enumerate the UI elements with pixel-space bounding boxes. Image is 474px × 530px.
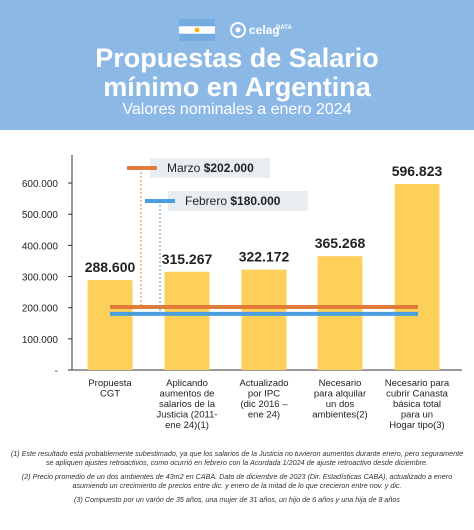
y-tick-label: 100.000 xyxy=(22,335,59,346)
bar-value-label: 288.600 xyxy=(85,259,136,275)
y-tick-label: 300.000 xyxy=(22,273,59,284)
x-category-label: aumentos de xyxy=(160,389,215,400)
brand-name: celag xyxy=(249,23,280,37)
x-category-label: para alquilar xyxy=(314,389,366,400)
bar-value-label: 322.172 xyxy=(239,249,290,265)
footnote-2: (2) Precio promedio de un dos ambientes … xyxy=(21,472,453,490)
title-line-2: mínimo en Argentina xyxy=(103,72,371,102)
bar-value-label: 315.267 xyxy=(162,251,213,267)
y-tick-label: - xyxy=(55,366,58,377)
header-banner: celag DATA Propuestas de Salario mínimo … xyxy=(0,0,474,130)
bar xyxy=(241,269,287,370)
x-category-label: ene 24) xyxy=(248,410,280,421)
x-category-label: por IPC xyxy=(248,389,280,400)
x-category-label: Actualizado xyxy=(239,378,288,389)
page-subtitle: Valores nominales a enero 2024 xyxy=(122,101,352,118)
x-category-label: ene 24)(1) xyxy=(165,420,209,431)
footnote-3: (3) Compuesto por un varón de 35 años, u… xyxy=(73,495,401,504)
y-tick-label: 500.000 xyxy=(22,210,59,221)
february-callout-text: Febrero $180.000 xyxy=(185,194,281,208)
bar xyxy=(394,184,440,370)
celag-logo-icon xyxy=(230,22,246,38)
x-category-label: ambientes(2) xyxy=(312,410,367,421)
x-category-label: básica total xyxy=(393,399,441,410)
march-callout-label: Marzo xyxy=(167,161,204,175)
x-category-label: CGT xyxy=(100,389,120,400)
x-category-label: un dos xyxy=(326,399,355,410)
bar xyxy=(164,271,210,370)
celag-logo: celag DATA xyxy=(230,18,292,44)
x-category-label: Propuesta xyxy=(88,378,132,389)
march-callout-value: $202.000 xyxy=(204,161,254,175)
x-category-label: Justicia (2011- xyxy=(156,410,217,421)
x-category-label: Necesario para xyxy=(385,378,450,389)
february-callout-label: Febrero xyxy=(185,194,230,208)
footnotes: (1) Este resultado está probablemente su… xyxy=(10,449,464,509)
x-category-label: cubrir Canasta xyxy=(386,389,448,400)
y-tick-label: 600.000 xyxy=(22,179,59,190)
x-category-label: Aplicando xyxy=(166,378,208,389)
x-category-label: Hogar tipo(3) xyxy=(389,420,444,431)
footnote-1: (1) Este resultado está probablemente su… xyxy=(10,449,464,467)
y-tick-label: 200.000 xyxy=(22,304,59,315)
y-tick-label: 400.000 xyxy=(22,241,59,252)
bar-value-label: 596.823 xyxy=(392,163,443,179)
page-title: Propuestas de Salario mínimo en Argentin… xyxy=(0,44,474,102)
x-category-label: para un xyxy=(401,410,433,421)
x-category-label: salarios de la xyxy=(159,399,216,410)
march-callout-box xyxy=(150,158,270,178)
february-callout-value: $180.000 xyxy=(230,194,280,208)
argentina-flag-icon xyxy=(179,19,215,41)
bar-value-label: 365.268 xyxy=(315,235,366,251)
title-line-1: Propuestas de Salario xyxy=(95,43,379,73)
brand-sub: DATA xyxy=(276,25,292,31)
bar-chart: - 100.000 200.000 300.000 400.000 500.000 600.… xyxy=(22,155,462,431)
x-category-label: (dic 2016 – xyxy=(240,399,288,410)
march-callout-text: Marzo $202.000 xyxy=(167,161,254,175)
bar xyxy=(87,280,133,370)
x-category-label: Necesario xyxy=(319,378,362,389)
february-callout-box xyxy=(168,191,308,211)
